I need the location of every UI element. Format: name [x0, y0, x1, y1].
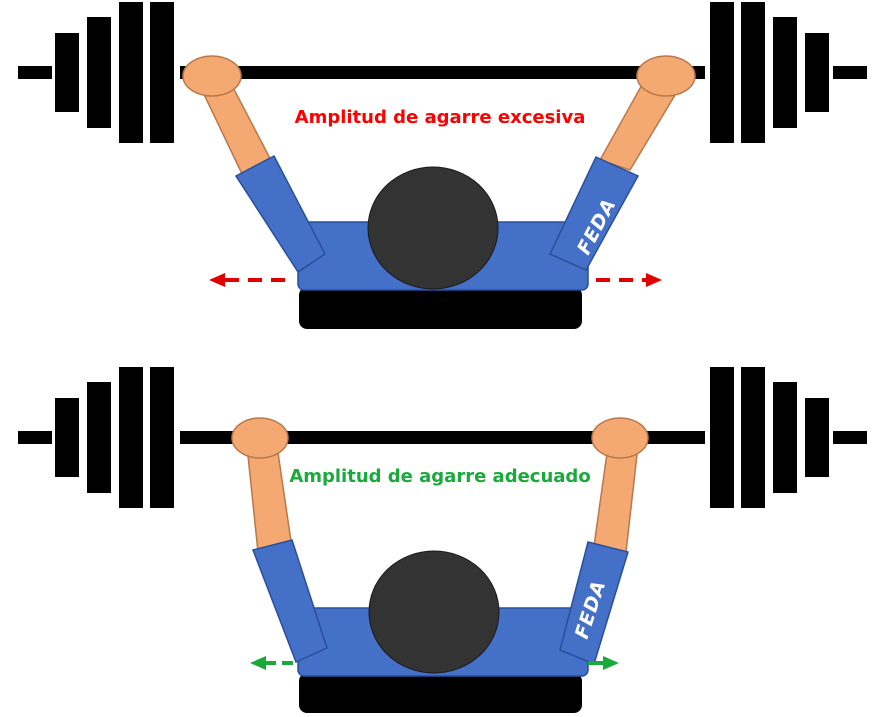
outward-arrows [209, 273, 662, 287]
right-bar-end [833, 66, 867, 79]
left-plate [87, 17, 111, 128]
left-upper-arm [234, 154, 326, 274]
right-upper-arm [548, 156, 640, 271]
left-bar-end [18, 66, 52, 79]
right-arm: FEDA [559, 417, 649, 666]
barbell [18, 367, 867, 508]
left-plate [55, 398, 79, 477]
right-plate [773, 17, 797, 128]
right-plate [710, 2, 734, 143]
right-forearm [593, 445, 639, 553]
panel-excessive-grip: FEDA Amplitud de agarre excesiva [18, 2, 867, 329]
head [368, 550, 500, 674]
bench [299, 287, 582, 329]
left-plate [119, 367, 143, 508]
right-arrow-head [646, 273, 662, 287]
right-bar-end [833, 431, 867, 444]
panel-adequate-grip: FEDA Amplitud de agarre adecuado [18, 367, 867, 713]
left-forearm [246, 445, 293, 553]
right-plate [741, 367, 765, 508]
bench [299, 673, 582, 713]
right-plate [805, 398, 829, 477]
left-plate [55, 33, 79, 112]
right-hand [591, 417, 649, 459]
left-plate [150, 367, 174, 508]
head [367, 166, 499, 290]
barbell [18, 2, 867, 143]
left-arrow-head [250, 656, 266, 670]
left-arm [182, 55, 326, 274]
left-hand [182, 55, 242, 97]
grip-caption: Amplitud de agarre excesiva [295, 107, 586, 128]
right-hand [636, 55, 696, 97]
outward-arrows [250, 656, 619, 670]
bar-shaft [180, 431, 705, 444]
right-plate [805, 33, 829, 112]
right-arm: FEDA [548, 55, 696, 271]
left-hand [231, 417, 289, 459]
left-upper-arm [251, 539, 328, 664]
right-plate [741, 2, 765, 143]
left-plate [119, 2, 143, 143]
left-plate [87, 382, 111, 493]
grip-caption: Amplitud de agarre adecuado [289, 466, 590, 487]
right-plate [710, 367, 734, 508]
left-arrow-head [209, 273, 225, 287]
right-arrow-head [603, 656, 619, 670]
left-arm [231, 417, 328, 664]
left-bar-end [18, 431, 52, 444]
bar-shaft [180, 66, 705, 79]
left-plate [150, 2, 174, 143]
right-plate [773, 382, 797, 493]
